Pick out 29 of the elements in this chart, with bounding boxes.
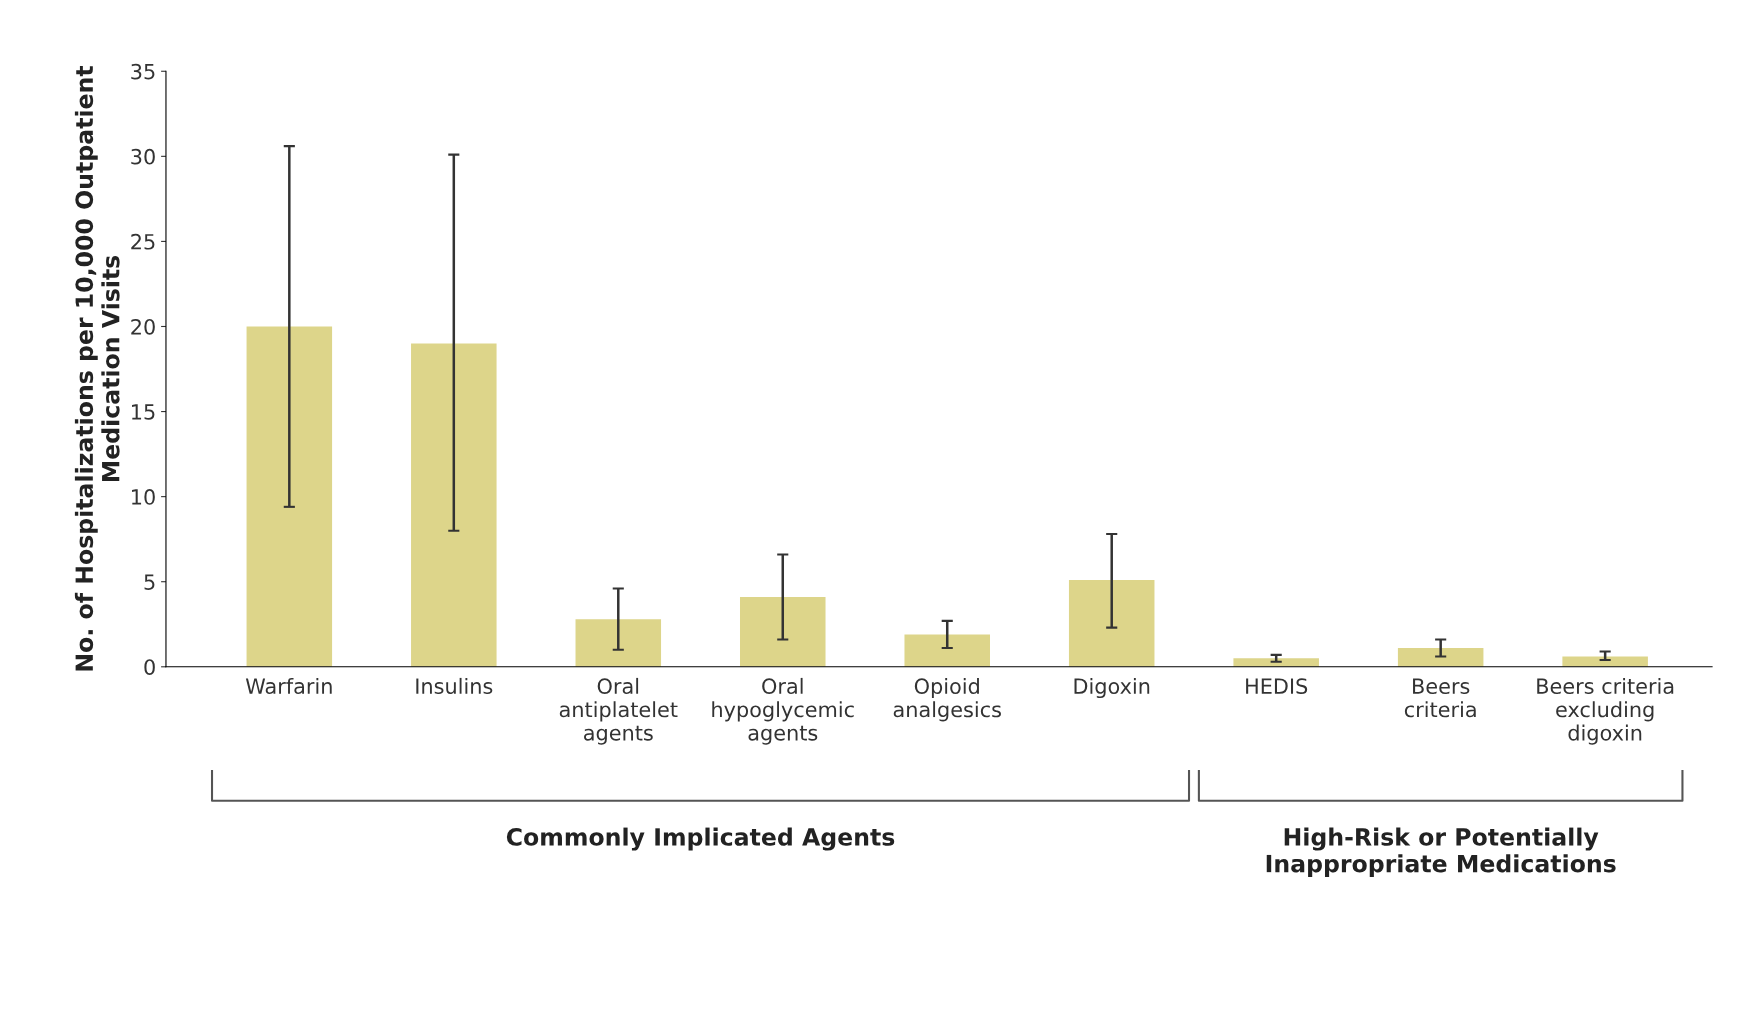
bar [575, 619, 662, 667]
x-tick-label: Warfarin [245, 677, 332, 695]
y-tick-label: 25 [131, 233, 155, 250]
bar [1233, 658, 1319, 667]
text: Commonly Implicated Agents [506, 827, 895, 851]
y-tick-label: 20 [131, 318, 155, 335]
bar [246, 326, 333, 667]
x-tick-label: Oral hypoglycemic agents [712, 677, 854, 745]
y-tick-label: 30 [131, 148, 155, 165]
y-tick-label: 0 [144, 659, 155, 675]
x-tick-label: Beers criteria excluding digoxin [1537, 677, 1674, 745]
text: High-Risk or Potentially Inappropriate Medications [1266, 827, 1616, 878]
bar [411, 343, 497, 667]
y-tick-label: 5 [144, 574, 155, 590]
x-tick-label: HEDIS [1246, 678, 1308, 695]
bar [1562, 656, 1648, 667]
x-tick-label: Insulins [416, 677, 493, 695]
y-tick-label: 10 [132, 489, 155, 505]
bar [1397, 648, 1484, 667]
x-tick-label: Opioid analgesics [893, 677, 1001, 722]
y-axis-title: No. of Hospitalizations per 10,000 Outpatient Medication Visits [74, 65, 120, 671]
x-tick-label: Beers criteria [1404, 678, 1476, 718]
bar [904, 634, 990, 667]
x-tick-label: Digoxin [1074, 677, 1150, 699]
y-tick-label: 15 [132, 404, 155, 420]
bar [1068, 580, 1155, 667]
bar [739, 597, 826, 667]
y-tick-label: 35 [131, 63, 155, 80]
x-tick-label: Oral antiplatelet agents [559, 677, 678, 745]
